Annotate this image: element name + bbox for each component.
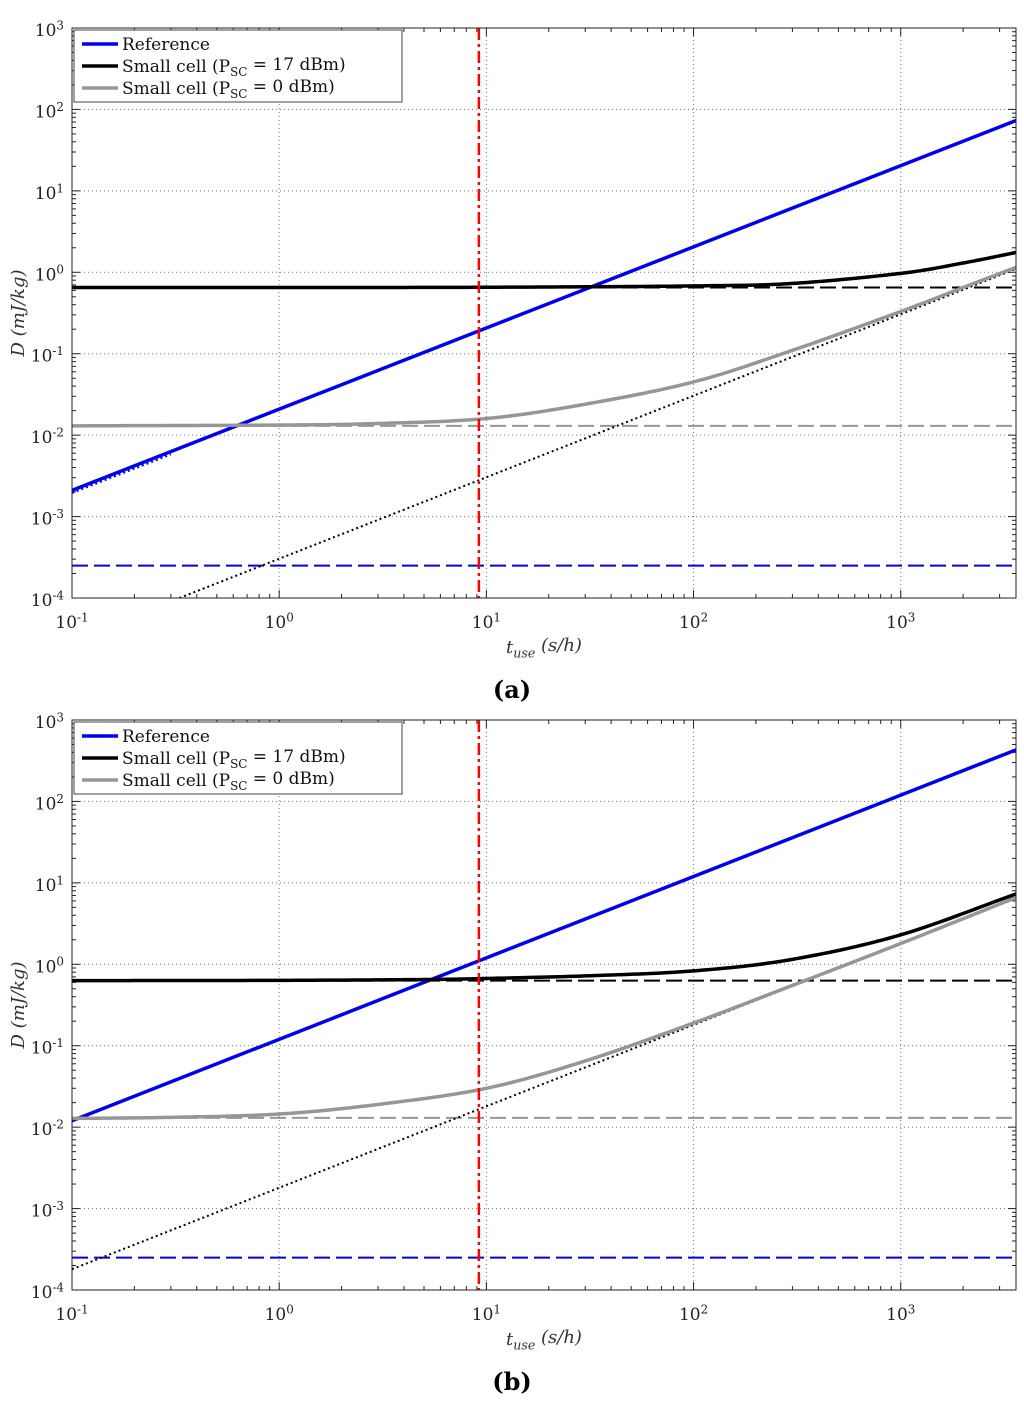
series-layer <box>72 28 1016 598</box>
x-tick-label: 102​ <box>679 1302 708 1325</box>
series-line-dotted-7 <box>179 267 1016 598</box>
panel-label: (b) <box>492 1367 532 1396</box>
x-tick-label: 101​ <box>472 1302 501 1325</box>
y-tick-label: 10-1​ <box>31 344 64 367</box>
plot-frame <box>71 27 1017 599</box>
y-tick-label: 100​ <box>35 263 64 286</box>
y-axis-label: D (mJ/kg) <box>8 270 29 358</box>
x-tick-label: 101​ <box>472 610 501 633</box>
legend-entry: Reference <box>122 35 210 55</box>
tick-labels: 10-1​ 100​ 101​ 102​ 103​ 10-4​ 10-3​ 10-2​ 10-1… <box>31 710 916 1325</box>
y-tick-label: 101​ <box>35 181 64 204</box>
x-tick-label: 10-1​ <box>55 1302 88 1325</box>
chart-panel-b: 10-1​ 100​ 101​ 102​ 103​ 10-4​ 10-3​ 10-2​ 10-1… <box>8 710 1017 1396</box>
legend-entry: Small cell (PSC​ = 17 dBm) <box>122 747 346 771</box>
y-tick-label: 10-4​ <box>31 588 64 611</box>
series-line-small-cell-p-sc-0-dbm <box>72 895 1016 1121</box>
series-line-reference <box>72 748 1016 1123</box>
y-tick-label: 100​ <box>35 955 64 978</box>
series-line-small-cell-p-sc-17-dbm <box>72 892 1016 983</box>
x-tick-label: 10-1​ <box>55 610 88 633</box>
y-tick-label: 10-4​ <box>31 1280 64 1303</box>
series-line-small-cell-p-sc-0-dbm <box>72 265 1016 428</box>
grid <box>71 27 1016 599</box>
series-line-dotted-1 <box>72 453 172 494</box>
y-tick-label: 10-3​ <box>31 1199 64 1222</box>
x-axis-label: tuse​ (s/h) <box>506 1327 582 1352</box>
y-axis-label: D (mJ/kg) <box>8 962 29 1050</box>
x-tick-label: 100​ <box>265 1302 294 1325</box>
legend-entry: Small cell (PSC​ = 0 dBm) <box>122 77 335 101</box>
series-line-reference <box>72 118 1016 492</box>
legend-entry: Reference <box>122 727 210 747</box>
tick-labels: 10-1​ 100​ 101​ 102​ 103​ 10-4​ 10-3​ 10-2​ 10-1… <box>31 18 916 633</box>
legend-box <box>73 721 403 795</box>
x-tick-label: 103​ <box>886 610 915 633</box>
legend-entry: Small cell (PSC​ = 0 dBm) <box>122 769 335 793</box>
chart-panel-a: 10-1​ 100​ 101​ 102​ 103​ 10-4​ 10-3​ 10-2​ 10-1… <box>8 18 1017 704</box>
x-tick-label: 102​ <box>679 610 708 633</box>
y-tick-label: 10-3​ <box>31 507 64 530</box>
x-tick-label: 103​ <box>886 1302 915 1325</box>
y-tick-label: 103​ <box>35 710 64 733</box>
y-tick-label: 10-2​ <box>31 426 64 449</box>
series-layer <box>72 720 1016 1290</box>
panel-label: (a) <box>493 675 531 704</box>
plot-frame <box>71 719 1017 1291</box>
y-tick-label: 10-1​ <box>31 1036 64 1059</box>
series-line-small-cell-p-sc-17-dbm <box>72 250 1016 290</box>
x-axis-label: tuse​ (s/h) <box>506 635 582 660</box>
y-tick-label: 101​ <box>35 873 64 896</box>
legend-box <box>73 29 403 103</box>
y-tick-label: 102​ <box>35 100 64 123</box>
x-tick-label: 100​ <box>265 610 294 633</box>
legend-entry: Small cell (PSC​ = 17 dBm) <box>122 55 346 79</box>
y-tick-label: 102​ <box>35 792 64 815</box>
y-tick-label: 10-2​ <box>31 1118 64 1141</box>
y-tick-label: 103​ <box>35 18 64 41</box>
